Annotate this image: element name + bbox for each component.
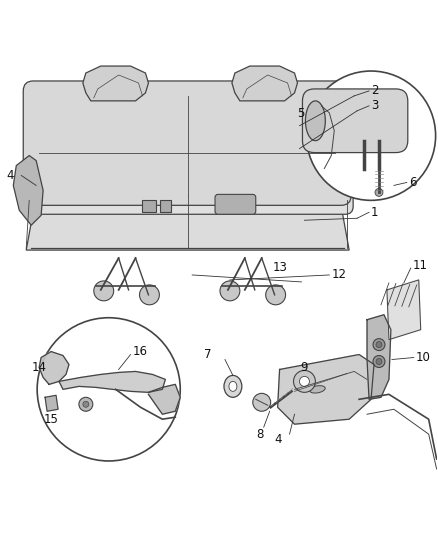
Text: 9: 9 <box>301 361 308 374</box>
Polygon shape <box>148 384 180 414</box>
Circle shape <box>37 318 180 461</box>
Circle shape <box>375 188 383 196</box>
Text: 12: 12 <box>331 269 346 281</box>
Text: 11: 11 <box>413 259 428 271</box>
Polygon shape <box>232 66 297 101</box>
Polygon shape <box>45 395 58 411</box>
Ellipse shape <box>305 101 325 141</box>
Circle shape <box>94 281 114 301</box>
Polygon shape <box>387 280 421 340</box>
Circle shape <box>140 285 159 305</box>
Circle shape <box>376 342 382 348</box>
Circle shape <box>220 281 240 301</box>
Text: 1: 1 <box>371 206 378 219</box>
Circle shape <box>307 71 436 200</box>
FancyBboxPatch shape <box>303 89 408 152</box>
Text: 4: 4 <box>7 169 14 182</box>
Bar <box>160 200 171 212</box>
FancyBboxPatch shape <box>23 81 351 205</box>
Circle shape <box>373 356 385 367</box>
Text: 14: 14 <box>32 361 47 374</box>
Circle shape <box>373 338 385 351</box>
Polygon shape <box>39 352 69 384</box>
Bar <box>142 200 156 212</box>
Circle shape <box>376 359 382 365</box>
Circle shape <box>300 376 309 386</box>
Ellipse shape <box>310 386 325 393</box>
Ellipse shape <box>229 382 237 391</box>
Text: 10: 10 <box>416 351 431 364</box>
Text: 16: 16 <box>133 345 148 358</box>
Text: 3: 3 <box>371 99 378 112</box>
Polygon shape <box>26 196 349 250</box>
Circle shape <box>253 393 271 411</box>
Polygon shape <box>83 66 148 101</box>
Ellipse shape <box>224 375 242 397</box>
FancyBboxPatch shape <box>21 181 353 214</box>
Polygon shape <box>278 354 374 424</box>
Circle shape <box>293 370 315 392</box>
Text: 2: 2 <box>371 84 378 98</box>
Circle shape <box>79 397 93 411</box>
FancyBboxPatch shape <box>215 195 256 214</box>
Text: 5: 5 <box>297 107 304 120</box>
Text: 4: 4 <box>274 433 281 446</box>
Polygon shape <box>367 315 391 399</box>
Circle shape <box>83 401 89 407</box>
Polygon shape <box>59 372 165 392</box>
Text: 8: 8 <box>256 427 263 441</box>
Circle shape <box>266 285 286 305</box>
Text: 6: 6 <box>409 176 416 189</box>
Text: 15: 15 <box>44 413 59 426</box>
Polygon shape <box>13 156 43 225</box>
Text: 7: 7 <box>204 348 212 361</box>
Text: 13: 13 <box>272 262 287 274</box>
